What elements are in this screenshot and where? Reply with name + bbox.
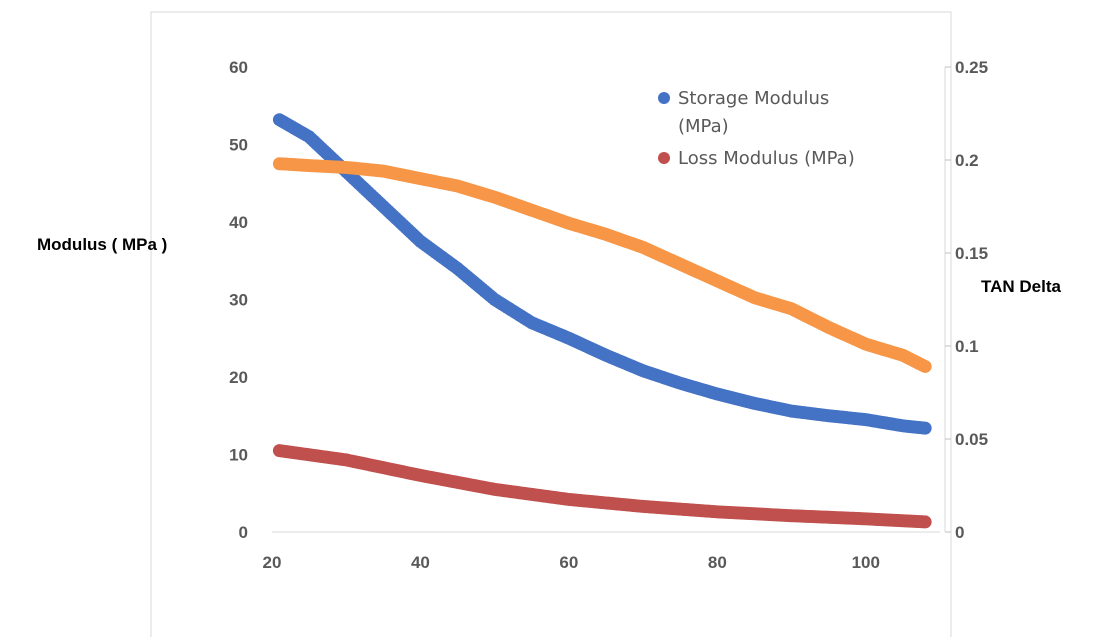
y-right-tick-label: 0.05 (955, 430, 988, 449)
y-right-tick-labels: 0 0.05 0.1 0.15 0.2 0.25 (944, 58, 988, 542)
y-left-tick-label: 10 (229, 446, 248, 465)
x-tick-label: 40 (411, 553, 430, 572)
series-1 (272, 113, 932, 435)
legend-marker (658, 152, 670, 164)
y-left-axis-title: Modulus ( MPa ) (37, 235, 167, 254)
legend-item: Loss Modulus (MPa) (658, 148, 855, 169)
x-tick-label: 100 (852, 553, 880, 572)
x-tick-label: 60 (559, 553, 578, 572)
y-left-tick-label: 0 (239, 523, 248, 542)
data-point (918, 421, 932, 435)
series-layer (272, 113, 932, 529)
data-point (918, 359, 932, 373)
series-2 (272, 444, 932, 529)
chart-area-border (150, 11, 952, 637)
y-left-tick-label: 50 (229, 136, 248, 155)
y-left-tick-labels: 0 10 20 30 40 50 60 (229, 58, 248, 542)
series-3 (272, 157, 932, 373)
x-tick-labels: 20 40 60 80 100 (263, 553, 880, 572)
y-left-tick-label: 30 (229, 291, 248, 310)
legend-label: Storage Modulus (678, 88, 829, 109)
y-left-tick-label: 40 (229, 213, 248, 232)
legend-item: Storage Modulus (MPa) (658, 88, 829, 137)
x-tick-label: 80 (708, 553, 727, 572)
y-right-tick-label: 0 (955, 523, 964, 542)
legend: Storage Modulus (MPa) Loss Modulus (MPa) (658, 88, 855, 169)
legend-marker (658, 92, 670, 104)
x-tick-label: 20 (263, 553, 282, 572)
y-left-tick-label: 60 (229, 58, 248, 77)
data-point (918, 515, 932, 529)
y-right-tick-label: 0.2 (955, 151, 979, 170)
y-right-tick-label: 0.15 (955, 244, 988, 263)
y-right-axis-title: TAN Delta (981, 277, 1062, 296)
legend-label: Loss Modulus (MPa) (678, 148, 855, 169)
y-right-tick-label: 0.1 (955, 337, 979, 356)
y-right-tick-label: 0.25 (955, 58, 988, 77)
legend-label: (MPa) (678, 116, 729, 137)
y-left-tick-label: 20 (229, 368, 248, 387)
